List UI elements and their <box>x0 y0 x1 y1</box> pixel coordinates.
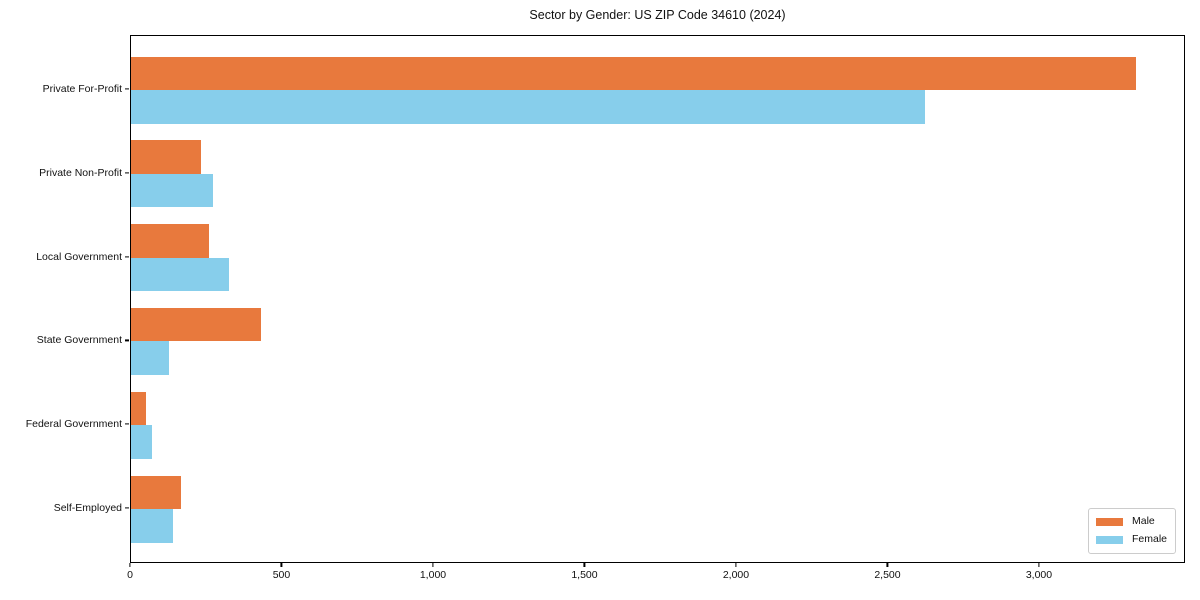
chart-title: Sector by Gender: US ZIP Code 34610 (202… <box>529 8 786 22</box>
x-tick-label: 500 <box>272 569 291 581</box>
y-axis-label: Private For-Profit <box>42 82 122 95</box>
y-axis-tick <box>125 88 129 90</box>
legend-label-female: Female <box>1131 533 1167 546</box>
bar-male-local-government <box>131 224 210 258</box>
x-axis-tick <box>432 563 434 567</box>
y-axis-tick <box>125 339 129 341</box>
plot-area: Male Female <box>130 35 1185 563</box>
legend-item-female: Female <box>1095 533 1167 547</box>
x-axis-tick <box>583 563 586 567</box>
y-axis-label: State Government <box>36 334 122 347</box>
female-color-swatch <box>1095 536 1123 545</box>
y-axis-tick <box>125 507 129 509</box>
y-axis-tick <box>125 423 129 425</box>
x-axis-tick <box>886 563 889 567</box>
y-axis-label: Self-Employed <box>53 501 122 514</box>
legend-item-male: Male <box>1095 514 1167 529</box>
x-axis-tick <box>129 563 131 567</box>
x-tick-label: 3,000 <box>1025 569 1053 581</box>
y-axis-label: Local Government <box>36 250 122 263</box>
x-tick-label: 2,000 <box>722 569 750 581</box>
x-tick-label: 1,500 <box>571 569 598 581</box>
y-axis-label: Private Non-Profit <box>39 166 122 179</box>
bar-female-local-government <box>131 257 229 292</box>
x-axis-tick <box>1038 563 1040 567</box>
bar-male-state-government <box>131 307 262 342</box>
bar-male-self-employed <box>131 475 182 509</box>
legend: Male Female <box>1087 507 1176 554</box>
y-axis-tick <box>125 172 129 174</box>
male-color-swatch <box>1095 517 1123 526</box>
bar-male-private-for-profit <box>131 56 1136 90</box>
bar-female-private-for-profit <box>131 90 925 124</box>
legend-label-male: Male <box>1131 514 1155 527</box>
y-axis-tick <box>125 256 129 258</box>
bar-female-federal-government <box>131 425 152 459</box>
bar-female-self-employed <box>131 509 173 543</box>
bar-female-private-non-profit <box>131 173 214 208</box>
bar-male-private-non-profit <box>131 140 201 174</box>
x-tick-label: 2,500 <box>874 569 901 581</box>
x-axis-tick <box>735 563 737 567</box>
bar-male-federal-government <box>131 391 147 426</box>
bar-female-state-government <box>131 341 170 375</box>
x-axis-tick <box>280 563 283 567</box>
x-tick-label: 0 <box>127 569 133 581</box>
x-tick-label: 1,000 <box>419 569 447 581</box>
y-axis-label: Federal Government <box>25 417 122 430</box>
